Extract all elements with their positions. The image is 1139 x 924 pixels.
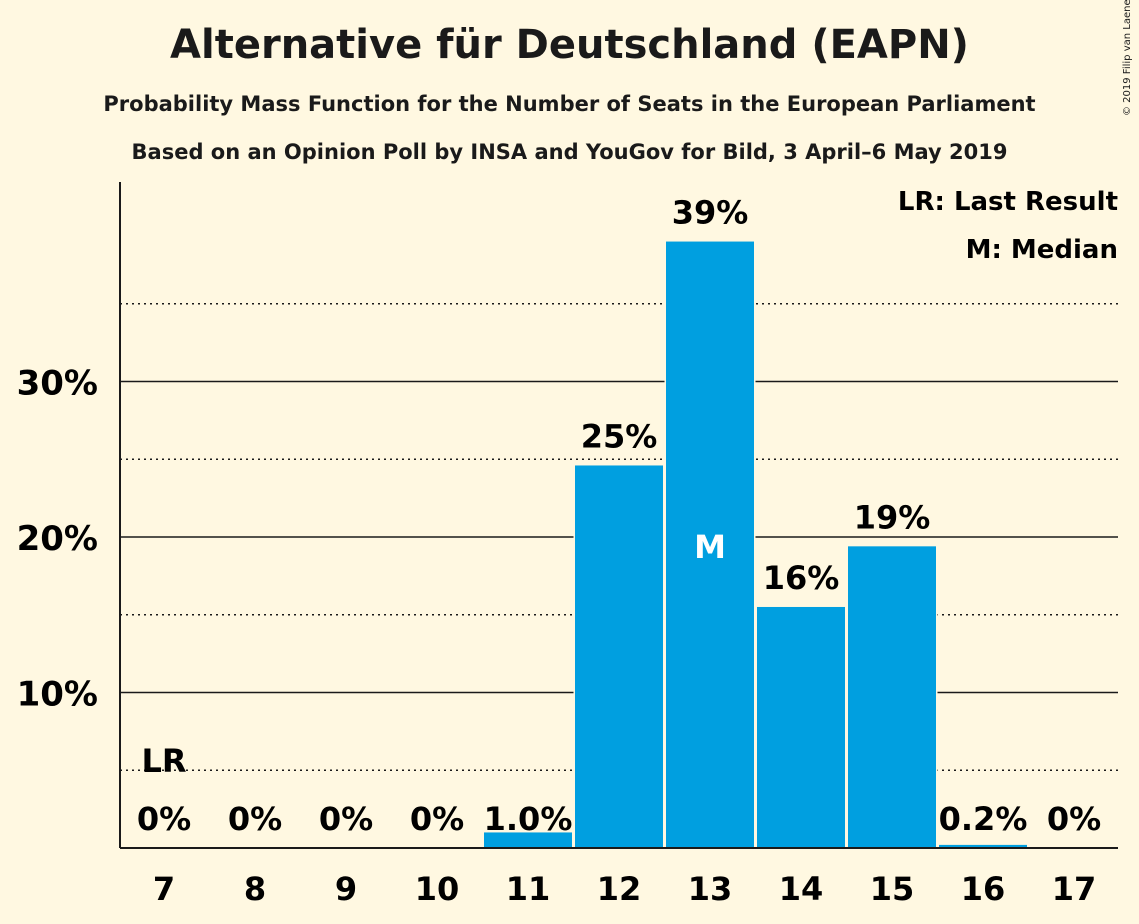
median-marker: M (694, 528, 726, 566)
data-label: 16% (763, 559, 840, 597)
data-label: 0% (1047, 800, 1101, 838)
axes: 10% 20% 30% 7 8 9 10 11 12 13 14 15 16 17 (17, 182, 1118, 908)
y-tick-label: 30% (17, 364, 98, 404)
x-tick-label: 17 (1052, 870, 1097, 908)
data-label: 0% (228, 800, 282, 838)
data-label: 19% (854, 498, 931, 536)
data-label: 0% (137, 800, 191, 838)
x-tick-label: 8 (244, 870, 266, 908)
x-tick-label: 12 (597, 870, 642, 908)
chart-title: Alternative für Deutschland (EAPN) (170, 22, 969, 68)
y-tick-label: 10% (17, 675, 98, 715)
data-labels: 0% LR 0% 0% 0% 1.0% 25% 39% M 16% 19% 0.2% 0% (137, 194, 1101, 838)
x-tick-label: 15 (870, 870, 915, 908)
x-tick-label: 9 (335, 870, 357, 908)
legend-median: M: Median (966, 235, 1118, 265)
bar (939, 844, 1027, 848)
data-label: 0% (410, 800, 464, 838)
bar (848, 546, 936, 848)
x-tick-label: 10 (415, 870, 460, 908)
last-result-marker: LR (141, 742, 186, 780)
bar (484, 832, 572, 848)
x-tick-label: 13 (688, 870, 733, 908)
bar (575, 465, 663, 848)
x-tick-label: 14 (779, 870, 824, 908)
x-tick-label: 7 (153, 870, 175, 908)
data-label: 39% (672, 194, 749, 232)
bars (482, 239, 1029, 849)
data-label: 1.0% (484, 800, 573, 838)
chart-source: Based on an Opinion Poll by INSA and You… (131, 140, 1008, 164)
data-label: 0% (319, 800, 373, 838)
data-label: 25% (581, 417, 658, 455)
chart-subtitle: Probability Mass Function for the Number… (103, 92, 1036, 116)
bar (757, 606, 845, 848)
legend-last-result: LR: Last Result (898, 187, 1118, 217)
x-tick-label: 16 (961, 870, 1006, 908)
y-tick-label: 20% (17, 519, 98, 559)
bar (666, 241, 754, 849)
x-tick-label: 11 (506, 870, 551, 908)
data-label: 0.2% (939, 800, 1028, 838)
